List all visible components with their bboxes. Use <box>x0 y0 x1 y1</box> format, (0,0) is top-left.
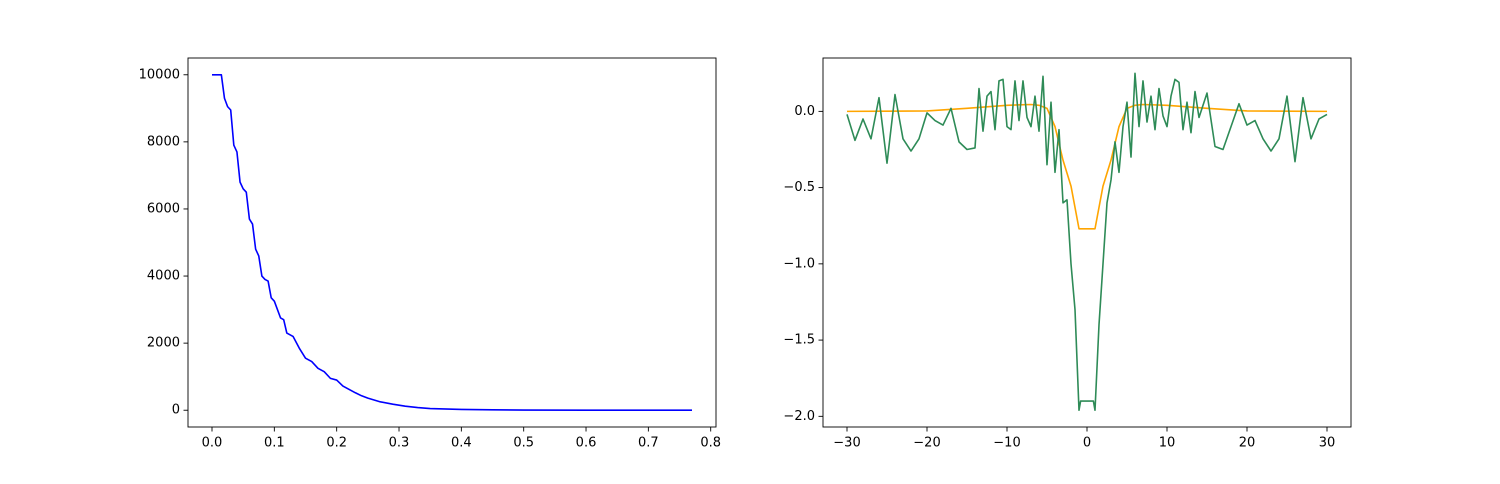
x-tick-label: 0.3 <box>389 436 410 451</box>
x-tick-label: 20 <box>1239 436 1256 451</box>
axes-frame <box>187 57 717 428</box>
y-tick-label: 4000 <box>147 269 180 284</box>
x-tick-label: −20 <box>913 436 940 451</box>
y-tick-label: −1.0 <box>783 256 815 271</box>
x-tick-label: 0.6 <box>576 436 597 451</box>
y-tick-label: 2000 <box>147 336 180 351</box>
x-tick-label: −30 <box>833 436 860 451</box>
y-tick-label: −2.0 <box>783 409 815 424</box>
y-tick-label: 8000 <box>147 134 180 149</box>
x-tick-label: −10 <box>993 436 1020 451</box>
x-tick-label: 0.1 <box>264 436 285 451</box>
x-tick-label: 0.2 <box>326 436 347 451</box>
y-tick-label: −1.5 <box>783 333 815 348</box>
x-tick-label: 0.7 <box>638 436 659 451</box>
y-tick-label: 10000 <box>139 67 180 82</box>
data-line <box>212 73 692 412</box>
x-tick-label: 30 <box>1319 436 1336 451</box>
x-tick-label: 0.8 <box>700 436 721 451</box>
data-line <box>846 72 1328 412</box>
y-tick-label: 0 <box>172 403 180 418</box>
x-tick-label: 0.5 <box>513 436 534 451</box>
x-tick-label: 0.0 <box>202 436 223 451</box>
x-tick-label: 10 <box>1159 436 1176 451</box>
x-tick-label: 0.4 <box>451 436 472 451</box>
data-line <box>846 103 1328 230</box>
y-tick-label: −0.5 <box>783 180 815 195</box>
y-tick-label: 0.0 <box>794 104 815 119</box>
y-tick-label: 6000 <box>147 201 180 216</box>
x-tick-label: 0 <box>1083 436 1091 451</box>
